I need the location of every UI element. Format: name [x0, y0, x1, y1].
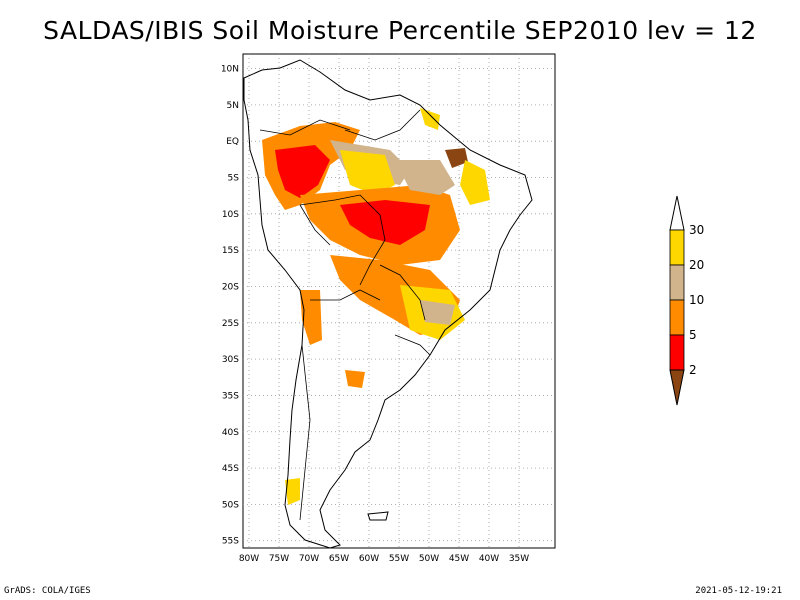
- legend-label-5: 5: [689, 328, 697, 342]
- soil-moisture-shading: [262, 108, 490, 505]
- lat-tick-label: 15S: [222, 246, 239, 256]
- lon-tick-label: 35W: [509, 554, 529, 564]
- legend-label-2: 2: [689, 363, 697, 377]
- country-borders: [259, 109, 431, 521]
- lat-tick-label: 35S: [222, 391, 239, 401]
- lat-tick-label: EQ: [226, 137, 239, 147]
- legend-label-30: 30: [689, 223, 704, 237]
- shade-orange-andes: [300, 290, 322, 345]
- legend-bottom-triangle: [669, 369, 685, 406]
- shade-brown-northeast: [445, 148, 468, 168]
- lon-tick-label: 75W: [269, 554, 289, 564]
- footer-timestamp: 2021-05-12-19:21: [695, 586, 782, 596]
- map-title: SALDAS/IBIS Soil Moisture Percentile SEP…: [43, 16, 757, 45]
- lat-tick-label: 5S: [228, 174, 240, 184]
- lat-tick-label: 20S: [222, 282, 239, 292]
- shade-red-central-brazil: [340, 200, 430, 245]
- legend-label-10: 10: [689, 293, 704, 307]
- legend-swatch-10-20: [669, 264, 685, 301]
- lat-tick-label: 45S: [222, 464, 239, 474]
- latitude-tick-labels: 10N 5N EQ 5S 10S 15S 20S 25S 30S 35S 40S 45S 50S 55S: [221, 65, 239, 547]
- longitude-tick-labels: 80W 75W 70W 65W 60W 55W 50W 45W 40W 35W: [239, 554, 529, 564]
- shade-red-west-amazon: [275, 145, 330, 198]
- shade-yellow-central: [340, 150, 395, 195]
- lon-tick-label: 60W: [359, 554, 379, 564]
- lat-tick-label: 55S: [222, 537, 239, 547]
- shade-tan-east: [395, 160, 455, 195]
- lat-tick-label: 10N: [221, 65, 239, 75]
- shade-yellow-northeast: [460, 160, 490, 205]
- lat-tick-label: 25S: [222, 319, 239, 329]
- lat-tick-label: 5N: [227, 101, 239, 111]
- lon-tick-label: 80W: [239, 554, 259, 564]
- lat-tick-label: 30S: [222, 355, 239, 365]
- shade-yellow-patagonia: [285, 478, 300, 505]
- lon-tick-label: 65W: [329, 554, 349, 564]
- shade-orange-pampas: [345, 370, 365, 388]
- legend-colorbar: 30 20 10 5 2: [669, 195, 704, 406]
- legend-swatch-5-10: [669, 299, 685, 336]
- legend-top-triangle: [669, 195, 685, 231]
- lon-tick-label: 40W: [479, 554, 499, 564]
- falkland-islands: [367, 511, 389, 521]
- legend-swatch-20-30: [669, 229, 685, 266]
- shade-tan-southeast: [420, 300, 455, 325]
- lat-tick-label: 10S: [222, 210, 239, 220]
- lon-tick-label: 50W: [419, 554, 439, 564]
- footer-credit: GrADS: COLA/IGES: [4, 586, 91, 596]
- lat-tick-label: 50S: [222, 500, 239, 510]
- lon-tick-label: 55W: [389, 554, 409, 564]
- lat-tick-label: 40S: [222, 428, 239, 438]
- lon-tick-label: 45W: [449, 554, 469, 564]
- south-america-coastline: [243, 59, 533, 549]
- legend-swatch-2-5: [669, 334, 685, 371]
- lon-tick-label: 70W: [299, 554, 319, 564]
- legend-label-20: 20: [689, 258, 704, 272]
- shade-yellow-guianas: [420, 108, 440, 130]
